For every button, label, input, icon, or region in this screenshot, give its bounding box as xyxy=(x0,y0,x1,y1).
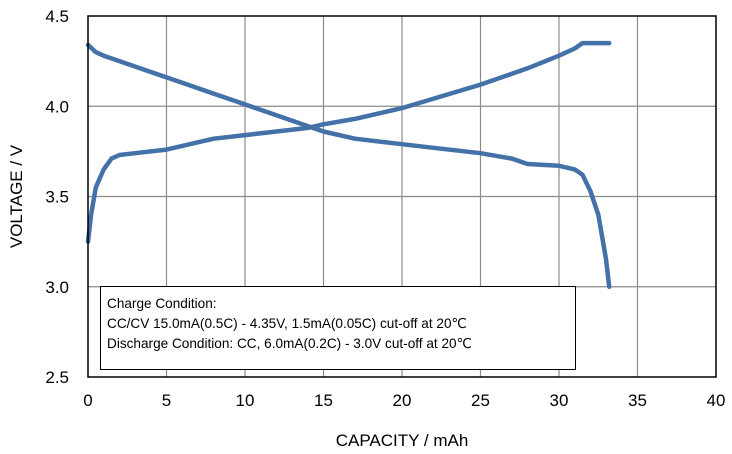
legend-discharge-condition: Discharge Condition: CC, 6.0mA(0.2C) - 3… xyxy=(107,336,472,351)
y-axis-label: VOLTAGE / V xyxy=(7,144,26,248)
y-tick-label: 4.0 xyxy=(45,97,69,116)
conditions-legend-box: Charge Condition: CC/CV 15.0mA(0.5C) - 4… xyxy=(100,286,576,370)
x-tick-label: 20 xyxy=(393,391,412,410)
x-tick-label: 35 xyxy=(628,391,647,410)
series-line-1 xyxy=(85,40,612,244)
y-tick-label: 2.5 xyxy=(45,368,69,387)
x-tick-label: 0 xyxy=(83,391,92,410)
y-tick-labels: 2.5 3.0 3.5 4.0 4.5 xyxy=(45,7,69,387)
y-tick-label: 3.0 xyxy=(45,278,69,297)
x-tick-label: 40 xyxy=(707,391,726,410)
x-tick-label: 25 xyxy=(471,391,490,410)
x-tick-label: 10 xyxy=(236,391,255,410)
x-tick-label: 5 xyxy=(162,391,171,410)
plot-area-frame xyxy=(87,15,717,378)
series-line-2 xyxy=(85,42,612,290)
grid xyxy=(88,16,716,377)
x-axis-label: CAPACITY / mAh xyxy=(336,431,469,450)
x-tick-label: 15 xyxy=(314,391,333,410)
legend-charge-title: Charge Condition: xyxy=(107,296,217,311)
x-tick-label: 30 xyxy=(550,391,569,410)
legend-charge-condition: CC/CV 15.0mA(0.5C) - 4.35V, 1.5mA(0.05C)… xyxy=(107,316,467,331)
y-tick-label: 4.5 xyxy=(45,7,69,26)
y-tick-label: 3.5 xyxy=(45,188,69,207)
series-group xyxy=(85,40,612,290)
x-tick-labels: 0 5 10 15 20 25 30 35 40 xyxy=(83,391,725,410)
